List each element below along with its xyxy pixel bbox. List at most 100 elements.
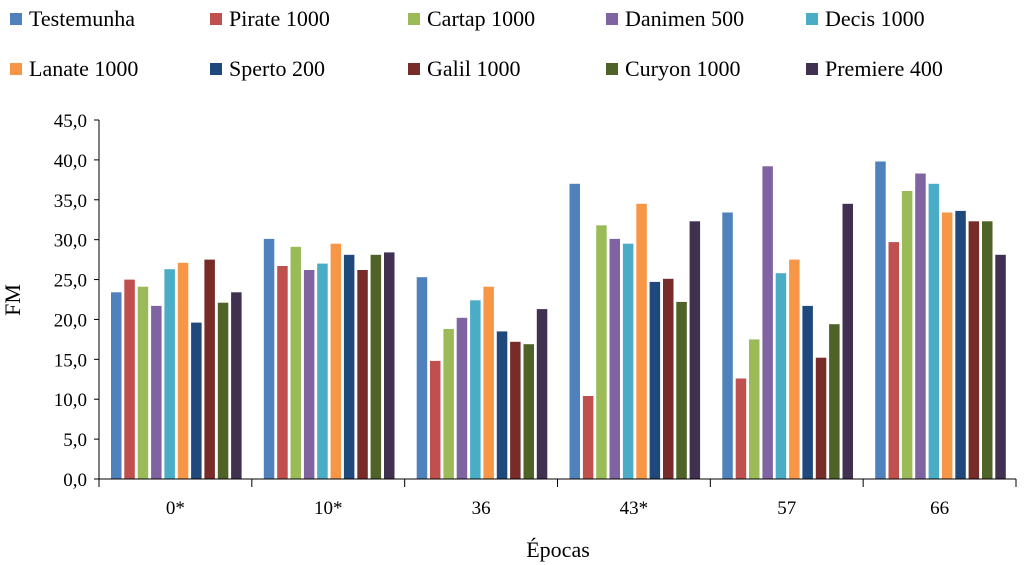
legend-item: Decis 1000 xyxy=(806,6,925,32)
bar xyxy=(290,246,301,479)
bar xyxy=(496,331,508,479)
y-tick-label: 40,0 xyxy=(54,151,87,172)
y-tick-label: 5,0 xyxy=(63,430,87,451)
bar xyxy=(789,259,800,479)
bar xyxy=(995,254,1006,479)
bar xyxy=(111,292,122,479)
bar xyxy=(151,305,162,479)
y-tick-label: 10,0 xyxy=(54,390,87,411)
bar xyxy=(888,242,899,479)
y-tick-label: 20,0 xyxy=(54,310,87,331)
y-axis-title: FM xyxy=(0,284,25,316)
bar xyxy=(303,270,315,479)
bar xyxy=(204,259,215,479)
legend-label: Curyon 1000 xyxy=(625,56,741,81)
x-tick-label: 0* xyxy=(166,498,185,519)
bar xyxy=(483,286,494,479)
legend-item: Galil 1000 xyxy=(408,56,521,82)
y-tick-label: 30,0 xyxy=(54,231,87,252)
bar xyxy=(370,254,382,479)
legend-swatch xyxy=(210,13,222,25)
bar xyxy=(177,262,189,479)
legend-label: Cartap 1000 xyxy=(427,6,536,31)
bar xyxy=(663,278,674,479)
y-tick-label: 25,0 xyxy=(54,271,87,292)
x-tick-label: 66 xyxy=(930,498,949,519)
axes-group: 0,0 5,0 10,0 15,0 20,0 25,0 30,0 35,0 40,0 45,0 0*… xyxy=(54,111,1017,519)
bar xyxy=(164,269,175,479)
bars-group xyxy=(111,161,1006,480)
bar xyxy=(622,243,634,479)
legend-swatch xyxy=(606,63,618,75)
bar xyxy=(928,183,940,480)
bar xyxy=(523,344,534,479)
legend-label: Danimen 500 xyxy=(625,6,745,31)
bar xyxy=(955,210,966,479)
bar xyxy=(941,212,953,479)
bar xyxy=(842,203,853,480)
legend-item: Lanate 1000 xyxy=(10,56,138,82)
legend-swatch xyxy=(210,63,222,75)
bar xyxy=(231,292,242,479)
bar xyxy=(722,212,733,479)
legend-item: Premiere 400 xyxy=(806,56,943,82)
bar xyxy=(676,301,687,479)
bar xyxy=(649,281,661,479)
legend-item: Sperto 200 xyxy=(210,56,325,82)
bar xyxy=(430,360,441,479)
y-tick-label: 45,0 xyxy=(54,111,87,132)
legend-swatch xyxy=(606,13,618,25)
x-axis-title: Épocas xyxy=(526,537,590,562)
y-tick-label: 0,0 xyxy=(63,470,87,491)
bar xyxy=(191,322,202,479)
legend-swatch xyxy=(408,63,420,75)
bar xyxy=(775,273,787,479)
legend-item: Danimen 500 xyxy=(606,6,744,32)
legend-swatch xyxy=(806,13,818,25)
x-tick-label: 36 xyxy=(472,498,491,519)
x-tick-label: 10* xyxy=(314,498,343,519)
legend-label: Sperto 200 xyxy=(229,56,325,81)
bar xyxy=(689,221,701,480)
bar xyxy=(263,238,275,479)
bar xyxy=(330,243,342,479)
bar xyxy=(384,252,395,479)
bar xyxy=(901,191,913,479)
y-tick-label: 15,0 xyxy=(54,350,87,371)
bar xyxy=(536,309,548,479)
bar xyxy=(510,341,521,479)
bar xyxy=(582,396,594,479)
legend-label: Decis 1000 xyxy=(825,6,925,31)
bar xyxy=(968,221,980,480)
bar xyxy=(569,183,580,480)
legend-swatch xyxy=(10,63,22,75)
bar xyxy=(277,266,288,479)
legend-item: Pirate 1000 xyxy=(210,6,330,32)
bar xyxy=(416,277,428,479)
bar xyxy=(875,161,886,479)
bar xyxy=(456,317,468,479)
legend-label: Lanate 1000 xyxy=(29,56,139,81)
bar xyxy=(636,203,647,480)
legend-swatch xyxy=(408,13,420,25)
legend-item: Curyon 1000 xyxy=(606,56,741,82)
bar xyxy=(829,324,840,479)
bar xyxy=(357,270,368,479)
x-tick-label: 57 xyxy=(777,498,796,519)
bar xyxy=(802,305,813,479)
legend-item: Testemunha xyxy=(10,6,135,32)
bar xyxy=(317,263,328,479)
bar xyxy=(982,221,993,480)
bar xyxy=(596,225,607,479)
bar xyxy=(137,286,149,479)
bar xyxy=(343,254,355,479)
x-tick-label: 43* xyxy=(620,498,649,519)
bar xyxy=(470,300,481,479)
legend-label: Pirate 1000 xyxy=(229,6,330,31)
legend-swatch xyxy=(10,13,22,25)
bar xyxy=(217,302,229,479)
legend-swatch xyxy=(806,63,818,75)
bar xyxy=(915,173,926,479)
bar xyxy=(124,279,135,479)
